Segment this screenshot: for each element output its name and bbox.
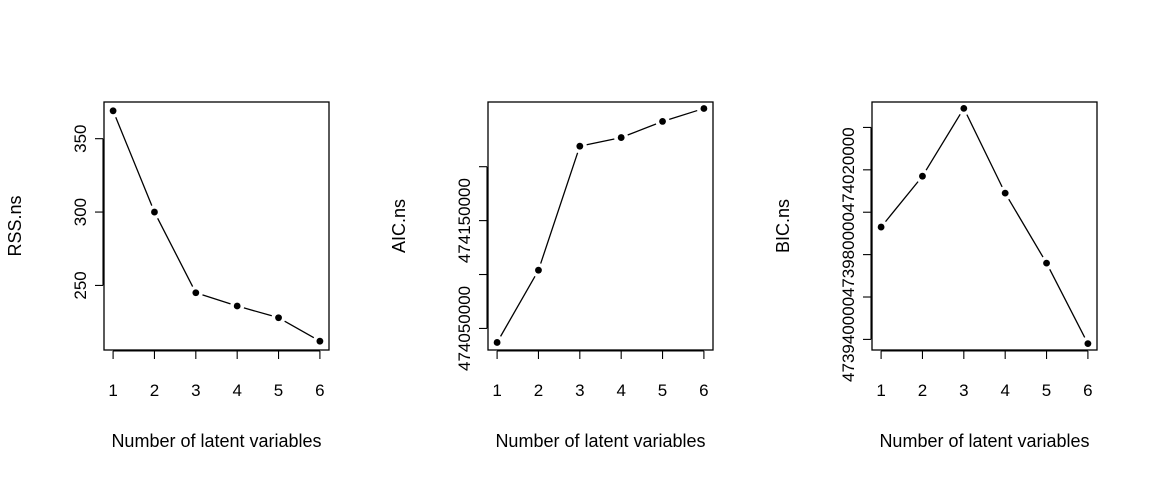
series-line-segment [500,275,536,337]
y-tick-label: 474050000 [455,286,474,371]
x-tick-label: 6 [699,381,708,400]
data-point [151,208,158,216]
data-point [1084,340,1092,348]
data-point [877,223,885,231]
series-line-segment [202,294,231,305]
x-tick-label: 2 [150,381,159,400]
data-point [617,134,625,141]
y-axis-label: AIC.ns [389,199,409,253]
data-point [576,142,584,150]
data-point [1043,259,1050,267]
x-axis-label: Number of latent variables [879,431,1089,451]
chart-panel-1: 1 2 3 4 5 6 250 300 350 Number of latent variable… [5,101,330,451]
y-axis-label: RSS.ns [5,195,25,256]
data-point [1001,189,1009,197]
series-line-segment [925,113,961,171]
series-line-segment [586,138,615,146]
series-line-segment [885,181,919,223]
series-line-segment [1008,198,1044,258]
x-tick-label: 4 [1000,381,1009,400]
x-tick-label: 3 [959,381,968,400]
x-tick-label: 5 [1042,381,1051,400]
x-tick-label: 6 [1083,381,1092,400]
x-axis-label: Number of latent variables [111,431,321,451]
y-tick-label: 474020000 [839,127,858,212]
x-tick-label: 4 [616,381,625,400]
plot-frame [487,101,714,351]
data-point [700,105,708,112]
data-point [535,266,542,274]
data-point [316,337,324,345]
series-line-segment [1049,269,1086,338]
data-point [233,302,241,310]
series-line-segment [669,109,698,120]
x-tick-label: 2 [534,381,543,400]
data-point [493,339,501,346]
x-tick-label: 2 [918,381,927,400]
y-tick-label: 473980000 [839,212,858,297]
x-tick-label: 6 [315,381,324,400]
series-line-segment [966,114,1003,188]
x-axis-label: Number of latent variables [495,431,705,451]
x-tick-label: 1 [108,381,117,400]
series-line-segment [157,217,194,287]
plot-frame [103,101,330,351]
plot-frame [871,101,1098,351]
series-line-segment [284,320,315,339]
data-point [109,107,117,115]
series-line-segment [115,117,153,206]
series-line-segment [243,307,272,317]
x-tick-label: 5 [658,381,667,400]
x-tick-label: 1 [876,381,885,400]
y-tick-label: 250 [71,271,90,299]
series-line-segment [540,152,579,264]
data-point [659,118,666,125]
x-tick-label: 1 [492,381,501,400]
x-tick-label: 5 [274,381,283,400]
y-tick-label: 474150000 [455,178,474,263]
x-tick-label: 3 [575,381,584,400]
y-tick-label: 473940000 [839,297,858,382]
x-tick-label: 4 [232,381,241,400]
y-tick-label: 350 [71,124,90,152]
y-tick-label: 300 [71,198,90,226]
data-point [919,172,926,180]
data-point [960,104,968,112]
chart-panel-2: 1 2 3 4 5 6 474050000 474150000 Number of latent… [389,101,714,451]
x-tick-label: 3 [191,381,200,400]
series-line-segment [627,123,657,136]
y-axis-label: BIC.ns [773,199,793,253]
data-point [192,289,200,297]
data-point [275,314,282,322]
